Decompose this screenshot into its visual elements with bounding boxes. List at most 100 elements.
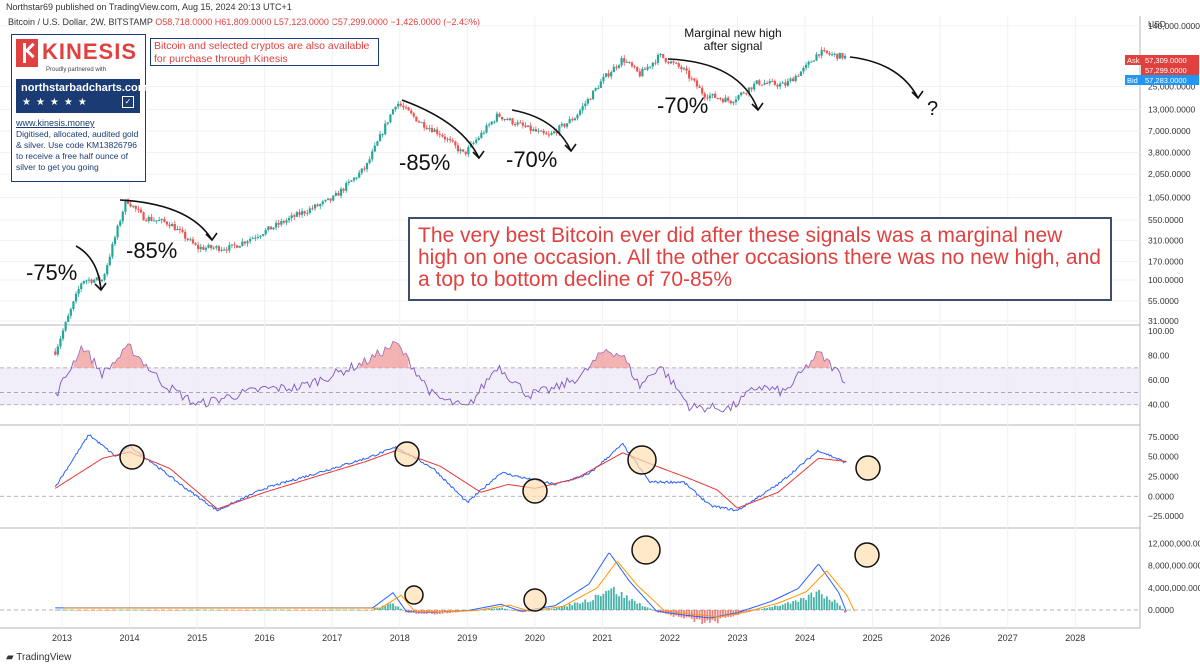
candle-body bbox=[495, 113, 499, 122]
candle-body bbox=[290, 215, 293, 219]
candle-body bbox=[391, 109, 395, 115]
candle-body bbox=[838, 53, 841, 59]
candle-body bbox=[178, 228, 182, 230]
macd-histogram-bar bbox=[386, 603, 389, 610]
macd-histogram-bar bbox=[168, 610, 171, 611]
signal-circle bbox=[854, 542, 880, 568]
candle-body bbox=[168, 224, 171, 227]
candle-body bbox=[228, 245, 231, 251]
annotation-pct-5: -70% bbox=[657, 93, 709, 118]
candle-body bbox=[215, 246, 218, 248]
macd-histogram-bar bbox=[599, 596, 602, 610]
macd-histogram-bar bbox=[127, 609, 129, 611]
macd-histogram-bar bbox=[771, 606, 774, 610]
candle-body bbox=[662, 54, 665, 58]
candle-body bbox=[677, 63, 680, 67]
price-tick-label: 31.0000 bbox=[1148, 316, 1179, 326]
macd-histogram-bar bbox=[207, 609, 210, 611]
macd-histogram-bar bbox=[620, 591, 623, 610]
time-tick-label: 2016 bbox=[255, 633, 275, 643]
candle-body bbox=[287, 218, 291, 221]
kinesis-ad[interactable]: KINESIS Proudly partnered with northstar… bbox=[11, 34, 148, 182]
macd-histogram-bar bbox=[90, 610, 93, 611]
tradingview-logo-icon: ▰ bbox=[6, 652, 17, 663]
macd-histogram-bar bbox=[355, 609, 358, 611]
candle-body bbox=[428, 128, 431, 130]
candle-body bbox=[210, 245, 213, 249]
macd-histogram-bar bbox=[838, 605, 841, 610]
macd-histogram-bar bbox=[316, 610, 319, 611]
macd-histogram-bar bbox=[638, 603, 641, 610]
annotation-arrow-curve bbox=[667, 58, 759, 111]
macd-histogram-bar bbox=[321, 610, 324, 611]
candle-body bbox=[597, 87, 600, 89]
macd-histogram-bar bbox=[392, 603, 394, 610]
annotation-pct-2: -85% bbox=[126, 238, 178, 263]
candle-body bbox=[833, 53, 836, 55]
macd-histogram-bar bbox=[589, 601, 592, 610]
candle-body bbox=[355, 177, 358, 179]
macd-histogram-bar bbox=[641, 606, 644, 610]
macd-histogram-bar bbox=[358, 609, 361, 611]
candle-body bbox=[654, 62, 657, 64]
macd-histogram-bar bbox=[579, 603, 581, 610]
candle-body bbox=[526, 125, 530, 127]
candle-body bbox=[784, 82, 787, 86]
rsi-overbought-fill bbox=[359, 341, 409, 368]
rsi-tick-label: 40.00 bbox=[1148, 400, 1170, 410]
candle-body bbox=[589, 98, 592, 100]
macd-histogram-bar bbox=[844, 610, 846, 613]
macd-histogram-bar bbox=[724, 610, 727, 618]
candle-body bbox=[139, 209, 143, 213]
candle-body bbox=[308, 208, 311, 213]
candle-body bbox=[269, 226, 272, 230]
macd-histogram-bar bbox=[493, 608, 496, 610]
candle-body bbox=[176, 228, 179, 231]
macd-histogram-bar bbox=[197, 609, 200, 611]
candle-body bbox=[451, 140, 454, 142]
candle-body bbox=[581, 106, 584, 111]
macd-histogram-bar bbox=[306, 610, 309, 611]
macd-histogram-bar bbox=[807, 594, 810, 610]
macd-histogram-bar bbox=[779, 605, 782, 610]
candle-body bbox=[638, 71, 641, 77]
macd-histogram-bar bbox=[594, 594, 597, 610]
macd-histogram-bar bbox=[236, 610, 239, 611]
momentum-line-fast bbox=[54, 434, 847, 512]
candle-body bbox=[664, 57, 667, 62]
candle-body bbox=[212, 247, 215, 249]
macd-histogram-bar bbox=[293, 610, 296, 611]
macd-histogram-bar bbox=[516, 610, 519, 612]
candle-body bbox=[121, 211, 124, 222]
macd-histogram-bar bbox=[490, 608, 493, 610]
macd-histogram-bar bbox=[158, 610, 161, 611]
candle-body bbox=[433, 129, 436, 133]
macd-histogram-bar bbox=[329, 609, 332, 611]
candle-body bbox=[690, 78, 693, 80]
candle-body bbox=[319, 204, 322, 207]
macd-histogram-bar bbox=[805, 600, 807, 610]
candle-body bbox=[493, 121, 496, 123]
candle-body bbox=[412, 113, 415, 117]
kinesis-link[interactable]: www.kinesis.money bbox=[16, 118, 95, 128]
macd-tick-label: 4,000,000.0000 bbox=[1148, 583, 1200, 593]
candle-body bbox=[462, 149, 465, 152]
macd-histogram-bar bbox=[108, 610, 111, 611]
candle-body bbox=[646, 66, 649, 70]
macd-histogram-bar bbox=[220, 610, 223, 611]
candle-body bbox=[100, 279, 104, 281]
macd-histogram-bar bbox=[618, 596, 620, 610]
candle-body bbox=[311, 208, 314, 210]
candle-body bbox=[285, 220, 288, 223]
candle-body bbox=[758, 80, 761, 85]
signal-circle bbox=[631, 535, 661, 565]
macd-histogram-bar bbox=[173, 610, 176, 611]
kinesis-logo-icon bbox=[16, 39, 38, 67]
time-tick-label: 2023 bbox=[727, 633, 747, 643]
candle-body bbox=[217, 246, 221, 251]
symbol-name: Bitcoin / U.S. Dollar, 2W, BITSTAMP bbox=[8, 17, 153, 27]
candle-body bbox=[610, 72, 613, 77]
candle-body bbox=[282, 221, 285, 223]
macd-histogram-bar bbox=[311, 610, 314, 611]
